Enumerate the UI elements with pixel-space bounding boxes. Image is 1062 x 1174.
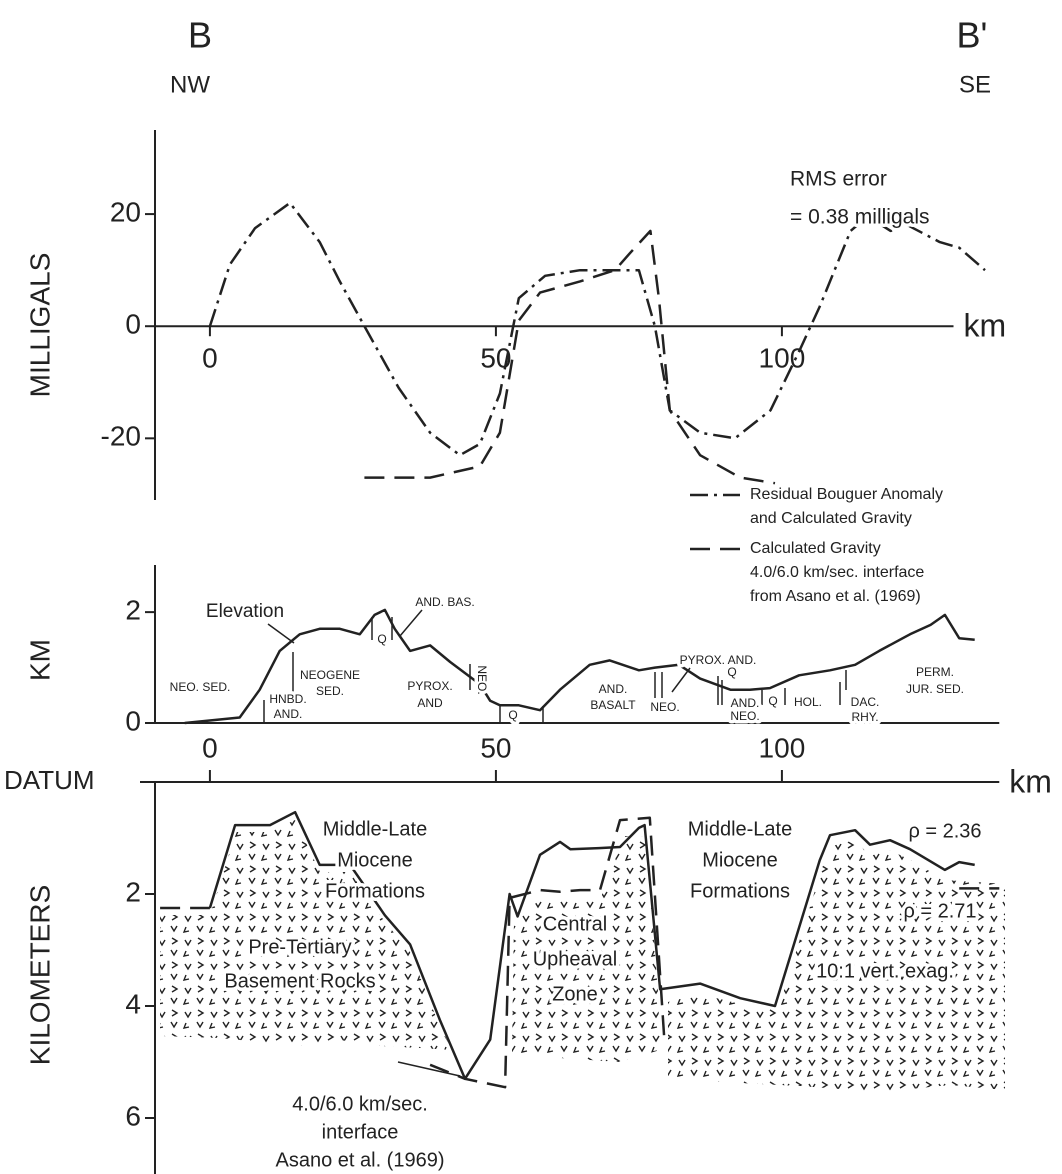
- annotation: Pre-Tertiary: [248, 936, 351, 958]
- annotation: Q: [377, 632, 386, 646]
- legend-note: 4.0/6.0 km/sec. interface: [750, 564, 924, 581]
- annotation: Formations: [325, 880, 425, 902]
- annotation: SED.: [316, 684, 344, 698]
- annotation: AND. BAS.: [415, 595, 474, 609]
- data-line: [208, 810, 975, 1081]
- annotation: NEOGENE: [300, 668, 360, 682]
- y-tick-label: 0: [125, 705, 141, 736]
- y-axis-title: KM: [24, 639, 55, 681]
- annotation: Formations: [690, 880, 790, 902]
- annotation: HOL.: [794, 695, 822, 709]
- data-line: [364, 229, 776, 485]
- annotation: Miocene: [702, 849, 778, 871]
- legend-label: Residual Bouguer Anomaly and Calculated …: [750, 486, 944, 527]
- annotation: ρ = 2.71: [903, 900, 976, 922]
- annotation: 10:1 vert. exag.: [816, 960, 954, 982]
- annotation: SE: [959, 71, 991, 98]
- y-tick-label: 4: [125, 988, 141, 1019]
- y-tick-label: 2: [125, 876, 141, 907]
- annotation: B: [188, 15, 212, 56]
- annotation: RMS error: [790, 168, 887, 191]
- annotation: Q: [768, 694, 777, 708]
- y-tick-label: 2: [125, 595, 141, 626]
- y-tick-label: 0: [125, 309, 141, 340]
- series-label: Elevation: [206, 601, 284, 622]
- annotation: B': [957, 15, 988, 56]
- annotation: 4.0/6.0 km/sec.: [292, 1093, 428, 1115]
- annotation: NEO.: [475, 665, 489, 694]
- y-tick-label: 6: [125, 1100, 141, 1131]
- annotation: Central: [543, 913, 607, 935]
- legend-label: Calculated Gravity: [750, 540, 881, 557]
- annotation: NEO.: [730, 709, 759, 723]
- annotation: AND: [417, 696, 443, 710]
- y-axis-title: KILOMETERS: [24, 885, 55, 1065]
- annotation: Q: [508, 708, 517, 722]
- x-tick-label: 0: [202, 732, 218, 763]
- annotation: AND.: [599, 682, 628, 696]
- legend-note: from Asano et al. (1969): [750, 588, 921, 605]
- data-line: [208, 201, 986, 457]
- y-tick-label: 20: [110, 196, 141, 227]
- annotation: AND.: [731, 696, 760, 710]
- annotation: PERM.: [916, 665, 954, 679]
- annotation: Zone: [552, 983, 598, 1005]
- annotation: PYROX. AND.: [680, 653, 757, 667]
- annotation: HNBD.: [269, 692, 306, 706]
- annotation: Asano et al. (1969): [276, 1149, 445, 1171]
- annotation: RHY.: [851, 710, 878, 724]
- x-axis-unit: km: [1009, 763, 1052, 799]
- leaders: [267, 609, 691, 1077]
- annotation: Basement Rocks: [224, 970, 375, 992]
- x-tick-label: 50: [480, 732, 511, 763]
- annotation: Middle-Late: [323, 818, 428, 840]
- annotation: Upheaval: [533, 948, 618, 970]
- data-line: [184, 608, 975, 725]
- annotation: ρ = 2.36: [908, 820, 981, 842]
- annotation: PYROX.: [407, 679, 452, 693]
- datum-label: DATUM: [4, 765, 95, 795]
- annotation: AND.: [274, 707, 303, 721]
- x-tick-label: 100: [759, 732, 806, 763]
- annotation: JUR. SED.: [906, 682, 964, 696]
- basement-pattern: [160, 820, 1005, 1092]
- annotation: = 0.38 milligals: [790, 206, 929, 229]
- annotation: BASALT: [590, 698, 636, 712]
- annotation: DAC.: [851, 695, 880, 709]
- y-axis-title: MILLIGALS: [24, 253, 55, 398]
- data-line: [160, 816, 1000, 1089]
- annotation: interface: [322, 1121, 399, 1143]
- y-tick-label: -20: [101, 421, 141, 452]
- annotation: Miocene: [337, 849, 413, 871]
- x-tick-label: 100: [759, 343, 806, 374]
- x-axis-unit: km: [964, 308, 1007, 344]
- x-tick-label: 0: [202, 343, 218, 374]
- annotation: Middle-Late: [688, 818, 793, 840]
- annotation: NW: [170, 71, 210, 98]
- annotation: Q: [727, 665, 736, 679]
- annotation: NEO.: [650, 700, 679, 714]
- annotation: NEO. SED.: [170, 680, 231, 694]
